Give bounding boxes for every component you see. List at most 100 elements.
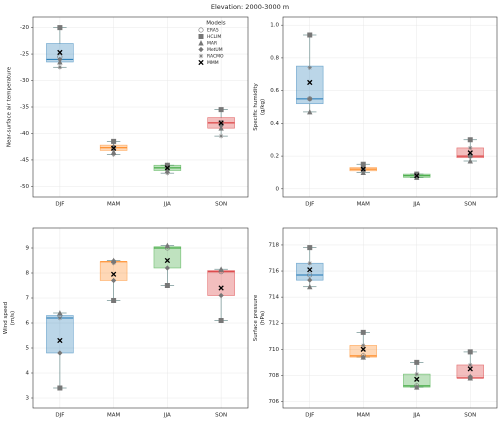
legend-title: Models bbox=[206, 21, 226, 27]
model-point bbox=[307, 96, 313, 102]
x-tick-label: DJF bbox=[55, 202, 64, 208]
model-point bbox=[164, 265, 170, 271]
model-point bbox=[307, 277, 313, 283]
y-tick-label: 0 bbox=[276, 186, 280, 192]
legend-label: MAR bbox=[207, 41, 217, 47]
model-point bbox=[468, 145, 473, 151]
legend-marker bbox=[198, 34, 204, 39]
y-tick-label: -25 bbox=[20, 52, 29, 58]
legend-label: MMM bbox=[207, 60, 219, 66]
mean-marker bbox=[360, 346, 366, 352]
box bbox=[207, 270, 235, 296]
y-tick-label: 0.2 bbox=[270, 154, 279, 160]
mean-marker bbox=[360, 166, 366, 172]
x-tick-label: MAM bbox=[107, 202, 121, 208]
y-tick-label: 714 bbox=[269, 295, 280, 301]
model-point bbox=[414, 359, 420, 365]
y-tick-label: -40 bbox=[20, 131, 29, 137]
y-axis-label: Near-surface air temperature bbox=[7, 66, 13, 147]
y-tick-label: -30 bbox=[20, 78, 29, 84]
y-tick-label: 8 bbox=[26, 271, 30, 277]
legend-label: RACMO bbox=[207, 54, 224, 60]
y-tick-label: 6 bbox=[26, 321, 30, 327]
mean-marker bbox=[110, 145, 117, 151]
x-tick-label: SON bbox=[464, 413, 476, 419]
mean-marker bbox=[467, 150, 473, 156]
x-tick-label: SON bbox=[464, 202, 476, 208]
y-tick-label: 9 bbox=[26, 246, 30, 252]
y-axis-label-line: Specific humidity bbox=[253, 83, 259, 131]
model-point bbox=[57, 350, 63, 356]
model-point bbox=[218, 133, 224, 139]
model-point bbox=[468, 362, 473, 368]
mean-marker bbox=[57, 337, 63, 344]
model-point bbox=[57, 315, 63, 321]
model-point bbox=[414, 384, 420, 390]
model-point bbox=[307, 245, 313, 251]
model-point bbox=[111, 138, 117, 144]
y-tick-label: 7 bbox=[26, 296, 30, 302]
model-point bbox=[361, 165, 366, 170]
x-tick-label: MAM bbox=[107, 413, 121, 419]
legend-label: HCLIM bbox=[207, 34, 221, 40]
y-axis-label: Wind speed (m/s) bbox=[3, 302, 16, 334]
model-point bbox=[360, 354, 366, 360]
legend-marker bbox=[198, 27, 204, 33]
model-point bbox=[307, 109, 313, 115]
model-point bbox=[57, 25, 63, 31]
figure-title: Elevation: 2000-3000 m bbox=[211, 3, 289, 11]
x-tick-label: MAM bbox=[357, 413, 371, 419]
y-tick-label: 712 bbox=[269, 321, 280, 327]
model-point bbox=[57, 65, 63, 70]
model-point bbox=[111, 260, 116, 266]
mean-marker bbox=[218, 120, 224, 126]
model-point bbox=[307, 32, 313, 38]
x-tick-label: DJF bbox=[55, 413, 64, 419]
x-tick-label: JJA bbox=[412, 413, 420, 419]
plot-frame bbox=[282, 227, 498, 409]
mean-marker bbox=[218, 285, 224, 291]
mean-marker bbox=[307, 79, 313, 86]
model-point bbox=[165, 244, 170, 249]
y-axis-label: Specific humidity (g/kg) bbox=[253, 83, 266, 131]
y-tick-label: 5 bbox=[26, 346, 30, 352]
mean-marker bbox=[467, 366, 473, 372]
y-axis-label: Surface pressure (hPa) bbox=[253, 294, 266, 341]
y-axis-label-line: (g/kg) bbox=[260, 99, 266, 115]
mean-marker bbox=[164, 257, 171, 264]
y-axis-label-line: Wind speed bbox=[3, 302, 9, 334]
model-point bbox=[360, 161, 366, 167]
model-point bbox=[414, 371, 419, 377]
y-axis-label-line: Surface pressure bbox=[253, 294, 259, 341]
y-tick-label: 708 bbox=[269, 373, 280, 379]
y-tick-label: -50 bbox=[20, 184, 29, 190]
mean-marker bbox=[414, 173, 420, 179]
model-point bbox=[57, 310, 63, 316]
model-point bbox=[218, 292, 224, 299]
y-tick-label: 1.0 bbox=[270, 23, 279, 29]
y-tick-label: -35 bbox=[20, 105, 29, 111]
model-point bbox=[467, 137, 473, 143]
y-tick-label: 4 bbox=[26, 371, 30, 377]
y-tick-label: 716 bbox=[269, 269, 280, 275]
model-point bbox=[57, 385, 63, 391]
y-tick-label: 706 bbox=[269, 399, 280, 405]
model-point bbox=[218, 268, 224, 273]
x-tick-label: SON bbox=[215, 413, 227, 419]
model-point bbox=[164, 283, 170, 288]
model-point bbox=[467, 158, 473, 164]
mean-marker bbox=[414, 376, 420, 382]
model-point bbox=[307, 261, 312, 266]
y-tick-label: 0.8 bbox=[270, 55, 279, 61]
y-tick-label: -45 bbox=[20, 157, 29, 163]
mean-marker bbox=[307, 267, 313, 273]
y-axis-label-line: (hPa) bbox=[260, 311, 266, 325]
y-tick-label: 3 bbox=[26, 396, 30, 402]
model-point bbox=[467, 349, 473, 355]
y-tick-label: -20 bbox=[20, 25, 29, 31]
plot-frame bbox=[32, 227, 249, 409]
model-point bbox=[218, 107, 224, 113]
model-point bbox=[307, 283, 313, 290]
model-point bbox=[361, 343, 366, 348]
